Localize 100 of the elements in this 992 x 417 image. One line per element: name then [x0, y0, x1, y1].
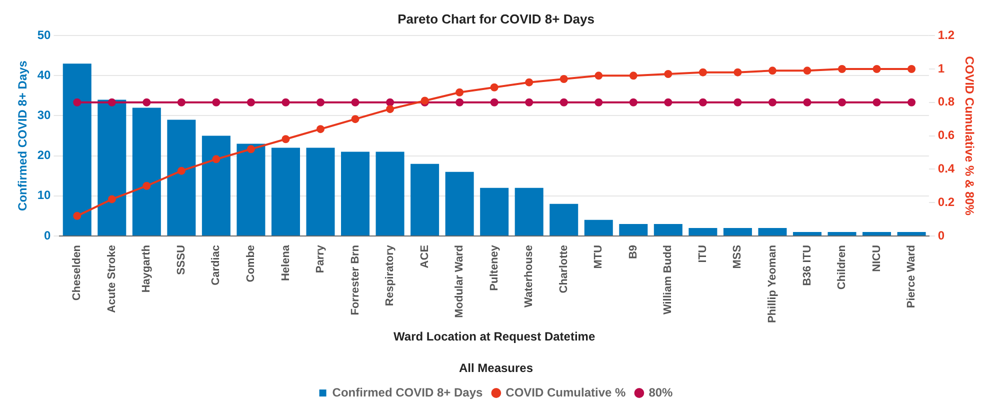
point — [456, 98, 464, 106]
point — [803, 66, 812, 75]
x-tick-label: Phillip Yeoman — [766, 244, 778, 324]
point — [664, 98, 672, 106]
point — [108, 98, 116, 106]
bar — [236, 144, 266, 236]
x-tick-label: Forrester Brn — [349, 244, 362, 316]
point — [525, 78, 534, 86]
point — [768, 98, 776, 106]
bar — [167, 120, 196, 236]
point — [768, 66, 776, 75]
x-tick-label: Modular Ward — [454, 244, 466, 318]
x-tick-label: Helena — [280, 244, 292, 282]
y2-tick-label: 0 — [938, 228, 945, 242]
x-tick-label: SSSU — [175, 244, 188, 275]
x-tick-label: B9 — [627, 244, 640, 260]
y-tick-label: 0 — [44, 228, 52, 242]
bar — [688, 228, 718, 236]
point — [351, 98, 360, 106]
point — [560, 98, 568, 106]
y-tick-label: 20 — [37, 148, 52, 162]
point — [351, 115, 360, 124]
point — [73, 98, 82, 106]
point — [560, 75, 568, 84]
y2-tick-label: 1.2 — [938, 28, 955, 42]
bar — [828, 232, 856, 236]
point — [177, 166, 186, 175]
bar — [271, 148, 300, 236]
point — [490, 83, 498, 92]
y-tick-label: 50 — [37, 28, 52, 42]
bar — [758, 228, 787, 236]
bar — [792, 232, 822, 236]
point — [838, 64, 846, 73]
y2-axis-title: COVID Cumulative % & 80% — [962, 56, 976, 216]
point — [698, 98, 707, 106]
point — [386, 98, 394, 106]
point — [212, 98, 220, 106]
y-tick-label: 10 — [37, 188, 52, 202]
point — [246, 145, 255, 154]
point — [282, 98, 290, 106]
x-axis-title: Ward Location at Request Datetime — [394, 330, 596, 344]
bar — [480, 188, 509, 236]
point — [456, 88, 464, 96]
legend-label: 80% — [648, 385, 674, 400]
x-tick-label: Parry — [314, 244, 327, 274]
x-tick-label: Cardiac — [210, 244, 222, 286]
bar — [202, 136, 230, 236]
point — [629, 72, 638, 80]
x-tick-label: MTU — [592, 244, 605, 269]
point — [872, 64, 881, 73]
y2-tick-label: 0.8 — [938, 94, 955, 109]
y2-tick-label: 0.6 — [938, 128, 955, 142]
point — [316, 98, 324, 106]
x-tick-label: MSS — [732, 244, 744, 269]
point — [142, 182, 151, 190]
x-tick-label: Cheselden — [71, 244, 84, 301]
point — [594, 98, 603, 106]
bar — [897, 232, 926, 236]
x-tick-label: Charlotte — [558, 244, 570, 294]
point — [177, 98, 186, 106]
x-tick-label: ACE — [418, 244, 431, 268]
bar — [410, 164, 440, 236]
x-tick-label: Pierce Ward — [906, 244, 918, 308]
legend-title: All Measures — [458, 360, 534, 375]
x-tick-label: Children — [836, 244, 848, 290]
bar — [376, 152, 404, 236]
x-tick-label: Waterhouse — [523, 244, 536, 308]
y-tick-label: 40 — [37, 68, 52, 82]
point — [872, 98, 881, 106]
point — [386, 105, 394, 114]
point — [838, 98, 846, 106]
point — [282, 135, 290, 144]
bar — [862, 232, 892, 236]
point — [73, 212, 82, 220]
point — [664, 70, 672, 78]
x-tick-label: NICU — [870, 244, 883, 272]
bar — [654, 224, 682, 236]
point — [490, 98, 498, 106]
point — [908, 98, 916, 106]
x-tick-label: Combe — [244, 244, 257, 282]
point — [108, 195, 116, 204]
point — [316, 125, 324, 134]
point — [142, 98, 151, 106]
x-tick-label: William Budd — [662, 244, 674, 315]
bar — [619, 224, 648, 236]
bar — [132, 108, 161, 236]
x-tick-label: B36 ITU — [801, 244, 814, 286]
bar — [584, 220, 613, 236]
x-tick-label: Acute Stroke — [106, 244, 118, 313]
x-tick-label: Haygarth — [140, 244, 153, 293]
point — [594, 72, 603, 80]
point — [734, 98, 742, 106]
point — [246, 98, 255, 106]
chart-title: Pareto Chart for COVID 8+ Days — [398, 11, 594, 26]
bar — [62, 64, 92, 236]
point — [908, 64, 916, 73]
legend-label: Confirmed COVID 8+ Days — [332, 385, 483, 400]
y2-tick-label: 1 — [938, 61, 945, 76]
point — [734, 68, 742, 76]
bar — [445, 172, 474, 236]
